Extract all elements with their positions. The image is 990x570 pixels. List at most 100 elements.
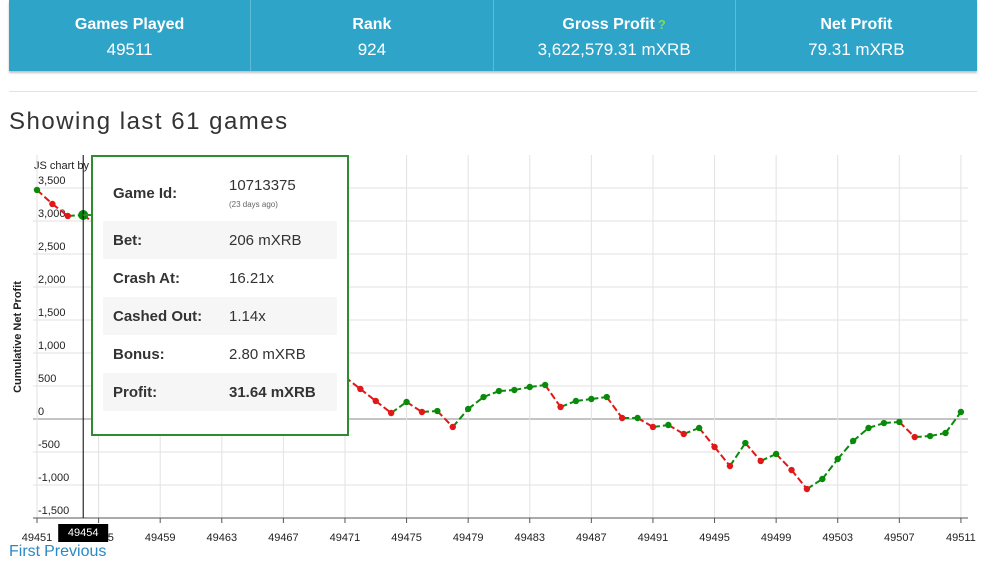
data-point — [942, 429, 949, 437]
x-tick-label: 49459 — [145, 532, 176, 544]
data-point — [557, 403, 564, 411]
x-tick-label: 49475 — [391, 532, 422, 544]
data-point — [49, 200, 56, 208]
line-segment — [375, 400, 392, 414]
line-segment — [544, 384, 562, 408]
divider — [9, 91, 977, 92]
data-point — [865, 424, 872, 432]
x-tick-label: 49471 — [330, 532, 361, 544]
stat-cell: Net Profit 79.31 mXRB — [736, 0, 977, 71]
x-tick-label: 49479 — [453, 532, 484, 544]
pager: First Previous — [9, 543, 110, 561]
stat-value: 49511 — [106, 40, 153, 59]
tooltip-row: Profit: 31.64 mXRB — [103, 373, 337, 411]
y-tick-label: -1,500 — [38, 505, 69, 517]
stat-value: 924 — [357, 40, 387, 59]
crosshair-label-bg — [58, 524, 109, 542]
line-segment — [729, 442, 747, 467]
line-segment — [713, 446, 731, 467]
heading: Showing last 61 games — [9, 108, 289, 135]
x-tick-label: 49467 — [268, 532, 299, 544]
stat-value: 3,622,579.31 mXRB — [537, 40, 691, 59]
data-point — [541, 381, 549, 389]
data-point — [742, 439, 749, 447]
stat-label: Rank — [352, 16, 392, 33]
x-tick-label: 49511 — [946, 532, 976, 544]
tooltip: Game Id: 10713375 (23 days ago) Bet: 206 mXR… — [91, 155, 349, 436]
data-point — [911, 433, 918, 441]
pager-link[interactable]: First — [9, 543, 41, 560]
y-tick-label: 2,500 — [38, 241, 66, 253]
crosshair-label: 49454 — [68, 527, 99, 539]
data-point — [665, 421, 672, 429]
tooltip-label: Cashed Out: — [113, 307, 203, 325]
data-point — [33, 186, 41, 194]
tooltip-value: 16.21x — [229, 269, 275, 287]
data-point — [434, 407, 441, 415]
data-point — [957, 408, 965, 416]
data-point — [603, 393, 610, 401]
stats-bar: Games Played 49511 Rank 924 Gross Profit? 3,6… — [9, 0, 977, 71]
line-segment — [790, 469, 808, 490]
x-tick-label: 49483 — [514, 532, 545, 544]
data-point — [649, 423, 657, 431]
line-segment — [821, 458, 839, 480]
data-point — [64, 212, 72, 220]
data-point — [772, 450, 780, 458]
stat-value: 79.31 mXRB — [808, 40, 905, 59]
tooltip-row: Crash At: 16.21x — [103, 259, 337, 297]
line-segment — [698, 427, 716, 448]
data-point — [511, 386, 518, 394]
line-segment — [36, 189, 54, 205]
data-point — [372, 397, 379, 405]
x-tick-label: 49507 — [884, 532, 915, 544]
data-point — [680, 430, 687, 438]
data-point — [711, 443, 718, 451]
line-segment — [898, 421, 916, 438]
help-icon[interactable]: ? — [657, 17, 666, 32]
tooltip-label: Game Id: — [113, 184, 178, 202]
data-point — [618, 414, 626, 422]
tooltip-value-cell: 1.14x — [217, 297, 337, 335]
y-tick-label: 0 — [38, 406, 44, 418]
data-point — [588, 395, 595, 403]
stat-label-row: Rank — [251, 16, 492, 34]
data-point — [418, 408, 426, 416]
y-tick-label: -500 — [38, 439, 60, 451]
stat-label: Games Played — [74, 16, 185, 33]
stat-label: Gross Profit — [562, 16, 655, 33]
tooltip-value: 206 mXRB — [229, 231, 302, 249]
data-point — [403, 398, 410, 406]
tooltip-value-cell: 206 mXRB — [217, 221, 337, 259]
x-tick-label: 49495 — [699, 532, 730, 544]
tooltip-value: 1.14x — [229, 307, 266, 325]
stat-label: Net Profit — [820, 16, 893, 33]
y-tick-label: 2,000 — [38, 274, 66, 286]
tooltip-value-cell: 16.21x — [217, 259, 337, 297]
y-axis-label: Cumulative Net Profit — [12, 281, 24, 393]
data-point — [464, 405, 472, 413]
y-tick-label: -1,000 — [38, 472, 69, 484]
line-segment — [359, 388, 377, 402]
stat-label-row: Gross Profit? — [494, 16, 735, 34]
tooltip-row: Bonus: 2.80 mXRB — [103, 335, 337, 373]
tooltip-label: Crash At: — [113, 269, 180, 287]
data-point — [880, 419, 888, 427]
tooltip-label: Profit: — [113, 383, 158, 401]
x-tick-label: 49451 — [22, 532, 53, 544]
y-tick-label: 500 — [38, 373, 56, 385]
data-point — [387, 409, 395, 417]
line-segment — [452, 408, 469, 428]
data-point — [357, 385, 364, 393]
x-tick-label: 49487 — [576, 532, 607, 544]
data-point — [634, 414, 641, 422]
line-segment — [836, 440, 854, 460]
pager-link[interactable]: Previous — [44, 543, 107, 560]
line-segment — [467, 396, 485, 410]
tooltip-value-cell: 10713375 (23 days ago) — [217, 165, 337, 221]
stat-cell: Games Played 49511 — [9, 0, 252, 71]
data-point — [695, 424, 703, 432]
line-segment — [852, 427, 870, 442]
x-tick-label: 49491 — [638, 532, 669, 544]
y-tick-label: 1,000 — [38, 340, 66, 352]
